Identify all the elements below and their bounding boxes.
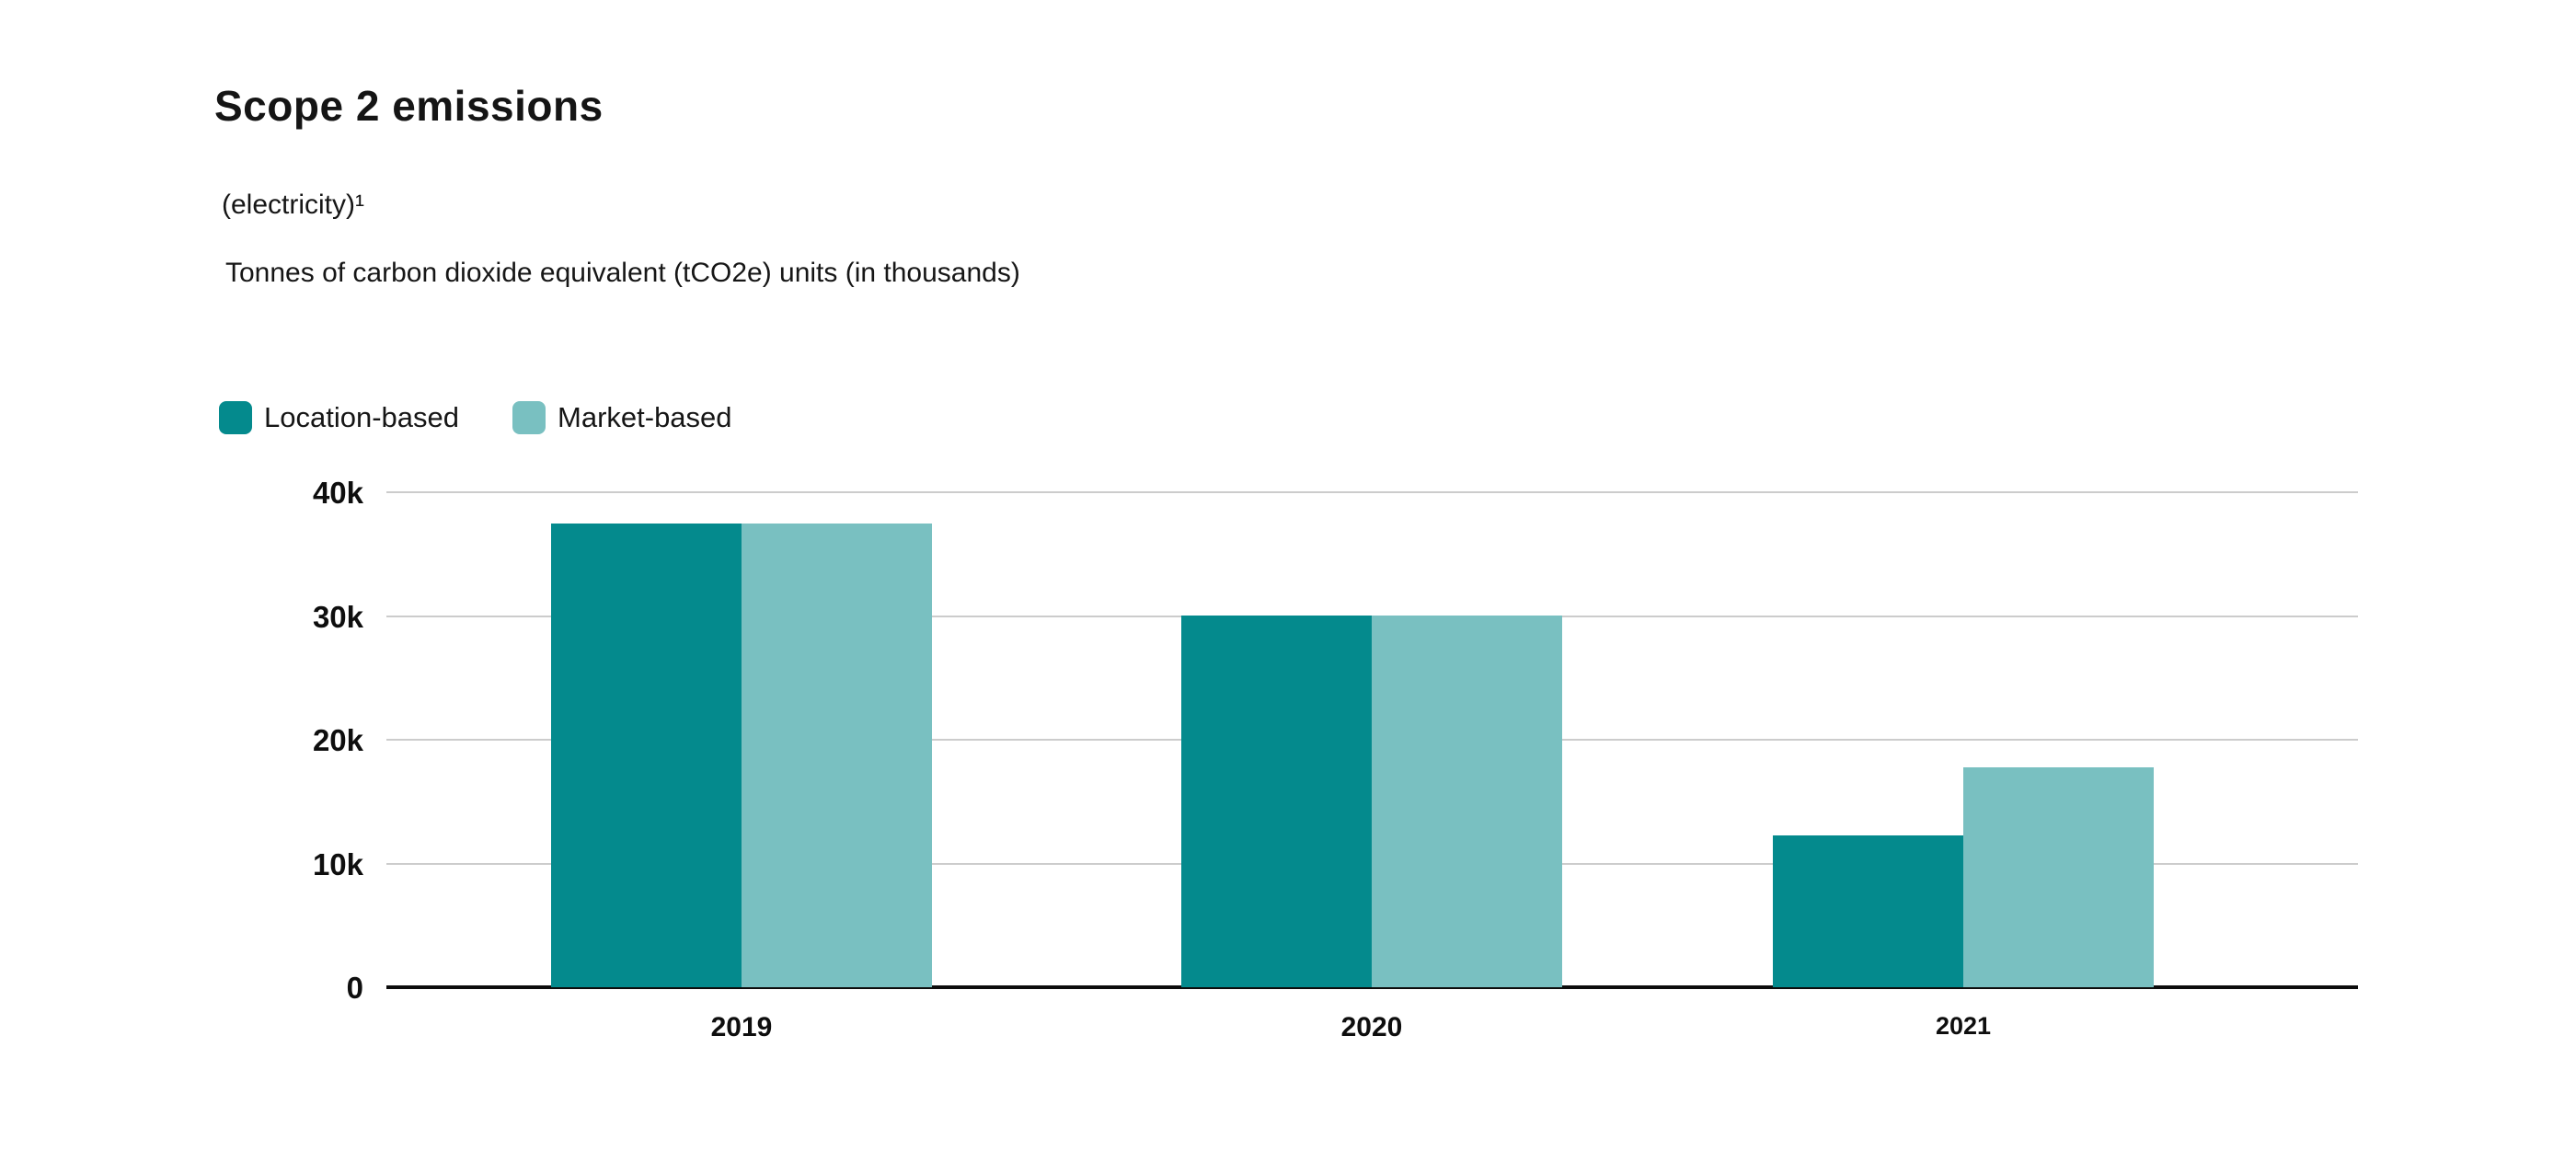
bar-2020-market-based [1372, 616, 1562, 987]
bar-2019-market-based [742, 524, 932, 987]
y-tick-label-10k: 10k [312, 846, 363, 881]
y-axis-tick-labels: 40k 30k 20k 10k 0 [147, 478, 363, 1003]
chart-subtitle-electricity: (electricity)¹ [222, 190, 364, 220]
bar-2020-location-based [1181, 616, 1372, 987]
chart-subtitle-units: Tonnes of carbon dioxide equivalent (tCO… [225, 258, 1020, 288]
bar-2021-market-based [1963, 767, 2154, 987]
chart-title: Scope 2 emissions [214, 82, 604, 130]
x-tick-label-2020: 2020 [1340, 1012, 1403, 1042]
x-axis-tick-labels: 2019 2020 2021 [386, 1012, 2358, 1067]
y-tick-label-30k: 30k [312, 599, 363, 634]
x-axis-baseline [386, 985, 2358, 989]
gridline-40k [386, 491, 2358, 493]
y-tick-label-40k: 40k [312, 476, 363, 510]
bar-group-2021 [1773, 767, 2154, 987]
plot-area [386, 491, 2358, 989]
legend-item-location-based: Location-based [219, 401, 459, 434]
bar-group-2020 [1181, 616, 1562, 987]
bar-2021-location-based [1773, 835, 1963, 987]
x-tick-label-2019: 2019 [710, 1012, 773, 1042]
y-tick-label-0: 0 [346, 971, 363, 1005]
y-tick-label-20k: 20k [312, 723, 363, 757]
legend-label: Location-based [264, 401, 459, 433]
x-tick-label-2021: 2021 [1935, 1012, 1992, 1040]
legend-item-market-based: Market-based [512, 401, 732, 434]
bar-group-2019 [551, 524, 932, 987]
legend-swatch-icon [512, 401, 546, 434]
legend: Location-based Market-based [219, 401, 732, 434]
bar-2019-location-based [551, 524, 742, 987]
legend-label: Market-based [558, 401, 732, 433]
legend-swatch-icon [219, 401, 252, 434]
